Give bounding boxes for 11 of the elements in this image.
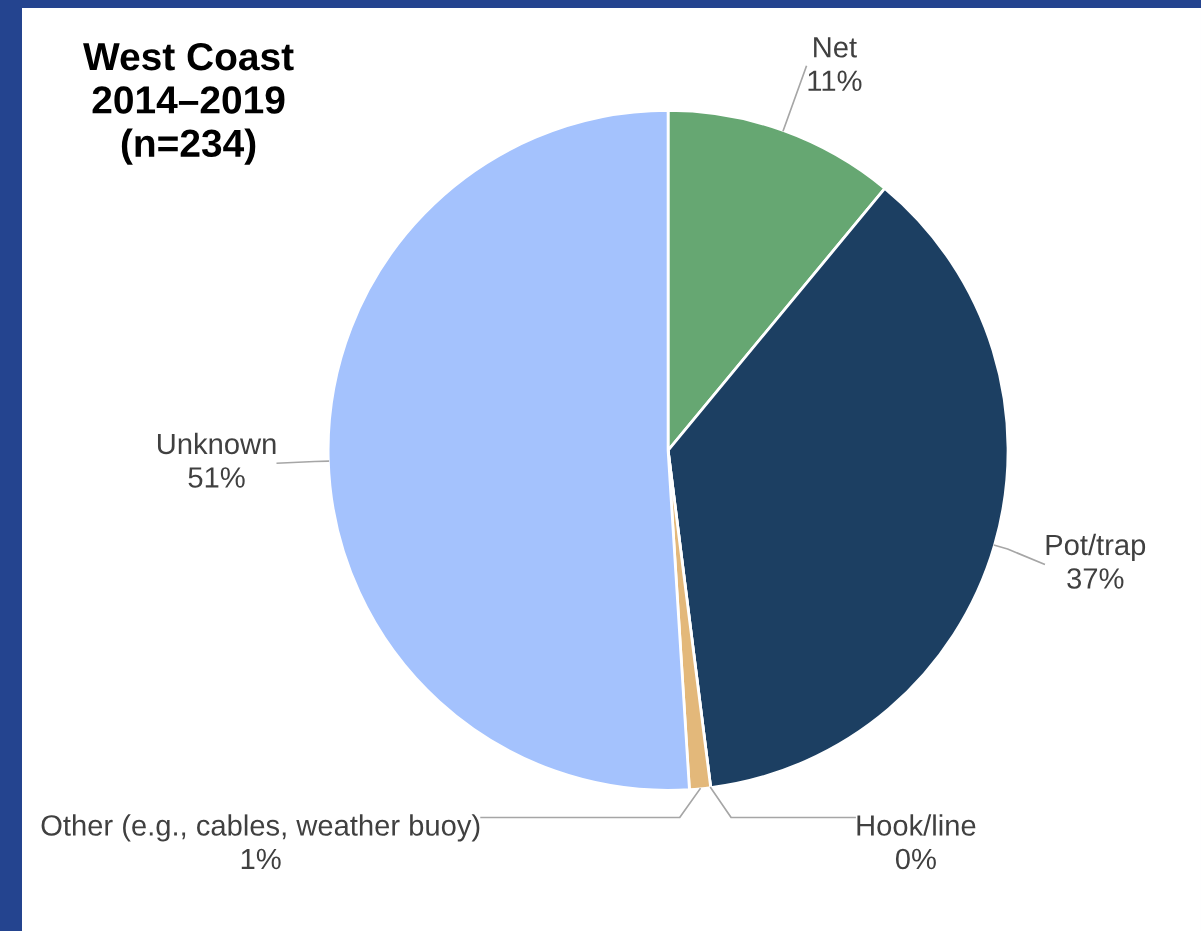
text: 0%	[895, 848, 936, 870]
slice-label: Pot/trap	[1046, 533, 1146, 562]
data-label: 37%	[1067, 568, 1124, 589]
data-label: 51%	[188, 467, 245, 488]
data-label: 11%	[808, 70, 862, 92]
text: West Coast 2014–2019 (n=234)	[83, 42, 294, 165]
slice-label: Other (e.g., cables, weather buoy)	[41, 814, 480, 842]
category-label: Hook/line	[857, 814, 976, 836]
slice-label: Net	[814, 37, 857, 58]
data-label: 1%	[241, 848, 281, 870]
slice-label: Unknown	[157, 432, 276, 455]
